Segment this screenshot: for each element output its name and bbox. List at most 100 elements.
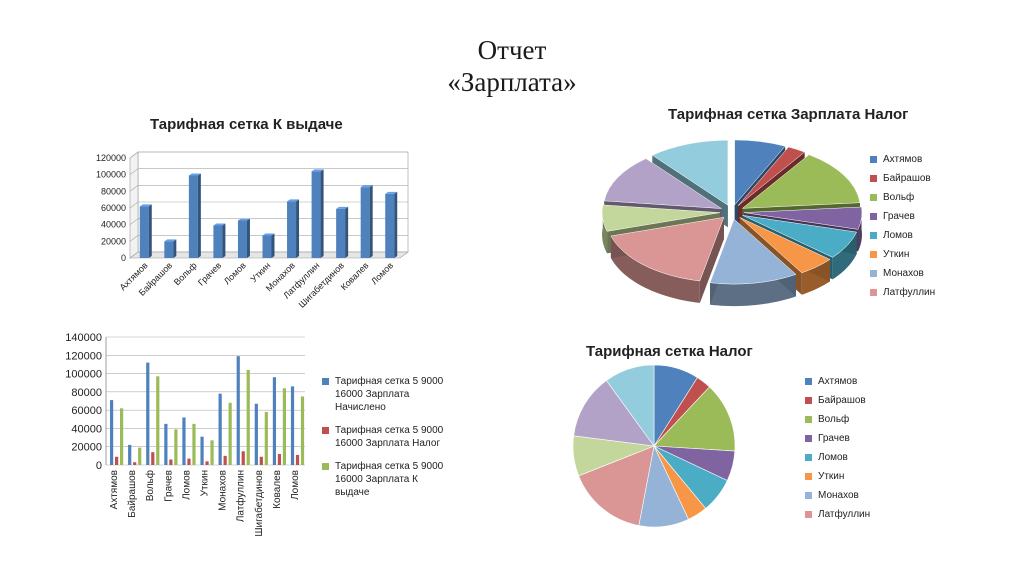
bar3d-bar	[385, 191, 398, 258]
slide-title-line1: Отчет	[477, 35, 547, 65]
bar3d-gridline	[129, 151, 408, 159]
legend-swatch	[870, 251, 877, 258]
pie2d-slice	[578, 445, 655, 526]
legend-label: Монахов	[883, 268, 924, 279]
grouped-legend: Тарифная сетка 5 9000 16000 Зарплата Нач…	[322, 375, 445, 509]
bar3d-xtick: Вольф	[172, 260, 199, 287]
grouped-ytick: 40000	[71, 423, 102, 435]
pie3d-legend-item: Латфуллин	[870, 283, 935, 302]
grouped-bar	[205, 461, 209, 465]
legend-swatch	[322, 378, 329, 385]
grouped-ytick: 60000	[71, 405, 102, 417]
bar3d-bar	[164, 239, 177, 258]
bar3d-plot: 120000100000800006000040000200000Ахтямов…	[96, 151, 409, 310]
legend-label: Уткин	[883, 249, 910, 260]
legend-swatch	[805, 378, 812, 385]
bar3d-ytick: 40000	[101, 220, 126, 230]
pie3d-slice	[709, 218, 797, 307]
legend-swatch	[805, 511, 812, 518]
pie2d-title: Тарифная сетка Налог	[586, 343, 753, 360]
legend-swatch	[322, 463, 329, 470]
grouped-bar	[110, 400, 114, 465]
bar3d-xtick: Ломов	[369, 260, 395, 286]
grouped-bar	[259, 456, 263, 465]
pie3d-plot	[601, 139, 863, 307]
bar3d-bar	[262, 233, 275, 258]
bar3d-chart: Тарифная сетка К выдаче 120000 100000 8000…	[70, 100, 410, 315]
grouped-xtick: Грачев	[163, 470, 174, 502]
bar3d-ytick: 120000	[96, 153, 126, 163]
legend-swatch	[805, 492, 812, 499]
legend-label: Грачев	[818, 433, 850, 444]
grouped-bar	[164, 423, 168, 465]
pie2d-legend-item: Латфуллин	[805, 505, 870, 524]
grouped-bar	[290, 386, 295, 465]
grouped-bar	[241, 451, 245, 465]
pie2d-legend-item: Монахов	[805, 486, 870, 505]
grouped-bar	[133, 462, 137, 465]
legend-label: Монахов	[818, 490, 859, 501]
legend-label: Ахтямов	[818, 376, 858, 387]
pie3d-title: Тарифная сетка Зарплата Налог	[668, 106, 909, 123]
bar3d-title: Тарифная сетка К выдаче	[150, 116, 343, 133]
legend-label: Тарифная сетка 5 9000 16000 Зарплата Нал…	[335, 425, 444, 449]
legend-swatch	[870, 213, 877, 220]
grouped-bar	[254, 403, 258, 465]
bar3d-bar	[188, 173, 201, 258]
grouped-bar	[174, 429, 178, 465]
legend-label: Тарифная сетка 5 9000 16000 Зарплата Нач…	[335, 376, 444, 413]
pie3d-slice	[610, 216, 725, 303]
pie2d-legend-item: Уткин	[805, 467, 870, 486]
grouped-bar	[169, 459, 173, 465]
legend-swatch	[870, 156, 877, 163]
grouped-legend-item: Тарифная сетка 5 9000 16000 Зарплата К в…	[322, 460, 445, 499]
legend-label: Вольф	[818, 414, 850, 425]
legend-swatch	[870, 194, 877, 201]
legend-label: Латфуллин	[883, 287, 936, 298]
legend-swatch	[805, 473, 812, 480]
pie2d-slice	[573, 380, 655, 447]
grouped-legend-item: Тарифная сетка 5 9000 16000 Зарплата Нал…	[322, 424, 445, 450]
bar3d-bar	[213, 223, 226, 258]
grouped-bar	[210, 440, 214, 465]
grouped-ytick: 100000	[65, 369, 102, 381]
pie2d-legend-item: Вольф	[805, 410, 870, 429]
legend-label: Уткин	[818, 471, 845, 482]
legend-label: Ломов	[883, 230, 913, 241]
pie3d-legend-item: Монахов	[870, 264, 935, 283]
grouped-bar	[120, 408, 124, 465]
grouped-chart: 140000 120000 100000 80000 60000 40000 20000 0 А…	[60, 325, 460, 550]
legend-label: Грачев	[883, 211, 915, 222]
legend-label: Ломов	[818, 452, 848, 463]
legend-swatch	[870, 175, 877, 182]
bar3d-gridline	[129, 168, 408, 175]
grouped-ytick: 80000	[71, 387, 102, 399]
bar3d-bar	[360, 185, 373, 258]
grouped-bar	[192, 423, 196, 465]
bar3d-ytick: 0	[121, 253, 126, 263]
pie2d-chart: Тарифная сетка Налог Ахтямов Байрашов Воль…	[560, 335, 940, 545]
grouped-xtick: Латфуллин	[235, 470, 247, 522]
pie2d-legend-item: Ломов	[805, 448, 870, 467]
grouped-xtick: Шигабетдинов	[253, 470, 265, 537]
grouped-ytick: 20000	[71, 442, 102, 454]
bar3d-xtick: Ломов	[222, 260, 248, 286]
grouped-bar	[182, 417, 186, 465]
bar3d-bar	[336, 206, 349, 258]
pie2d-slice	[653, 386, 736, 452]
grouped-bar	[300, 396, 305, 465]
grouped-bar	[264, 411, 268, 465]
pie3d-legend-item: Вольф	[870, 188, 935, 207]
legend-label: Байрашов	[818, 395, 866, 406]
pie3d-chart: Тарифная сетка Зарплата Налог Ахтямов Бай…	[580, 100, 960, 315]
grouped-legend-item: Тарифная сетка 5 9000 16000 Зарплата Нач…	[322, 375, 445, 414]
grouped-xtick: Монахов	[218, 470, 229, 511]
legend-swatch	[805, 435, 812, 442]
grouped-xtick: Ломов	[290, 470, 301, 500]
legend-label: Тарифная сетка 5 9000 16000 Зарплата К в…	[335, 461, 444, 498]
bar3d-ytick: 80000	[101, 186, 126, 196]
grouped-bar	[138, 447, 142, 465]
legend-label: Латфуллин	[818, 509, 871, 520]
grouped-xtick: Байрашов	[127, 470, 138, 518]
grouped-bar	[277, 454, 282, 465]
